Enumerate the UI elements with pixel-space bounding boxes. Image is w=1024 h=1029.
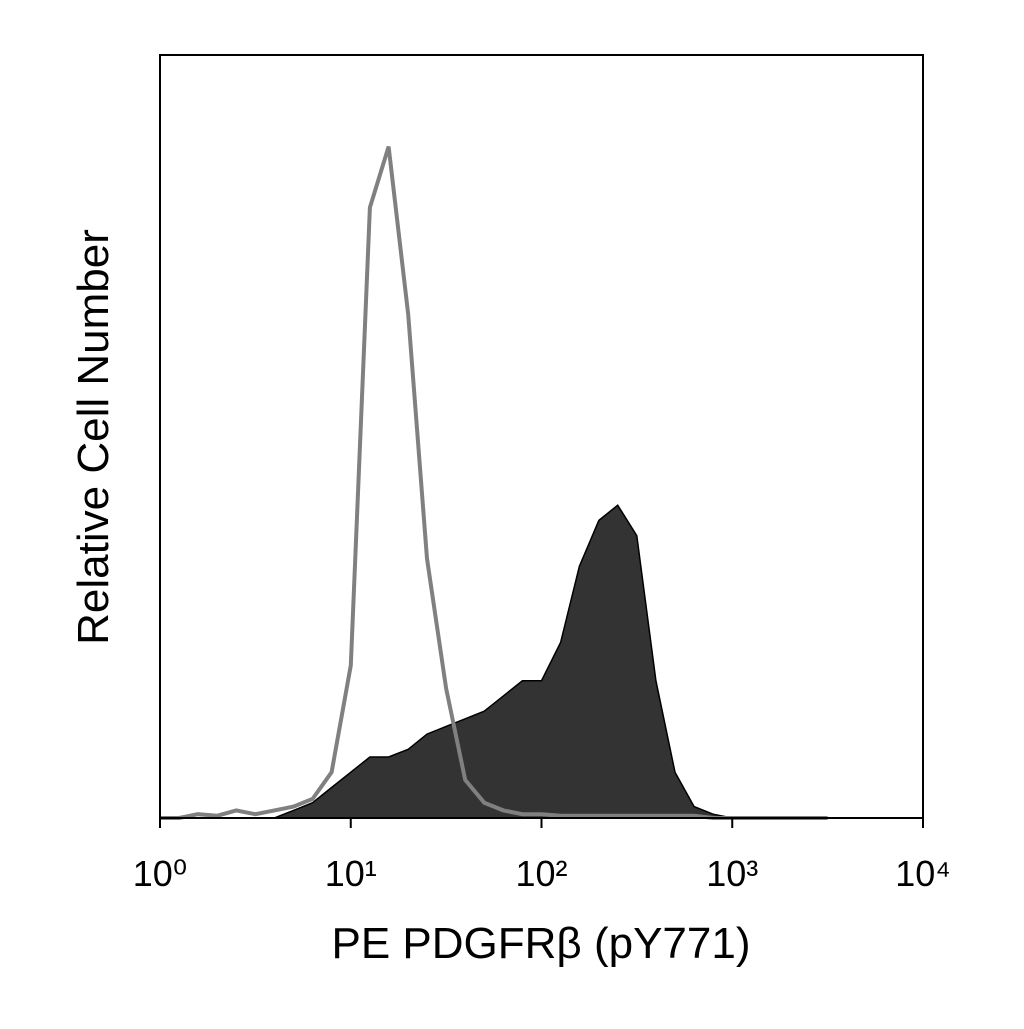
x-tick-label: 10² — [515, 853, 567, 894]
histogram-area — [160, 504, 828, 819]
x-tick-label: 10⁴ — [895, 853, 951, 894]
x-tick-label: 10⁰ — [133, 853, 187, 894]
y-axis-label: Relative Cell Number — [69, 229, 118, 645]
x-tick-label: 10¹ — [325, 853, 377, 894]
x-axis-label: PE PDGFRβ (pY771) — [332, 919, 751, 968]
x-tick-label: 10³ — [706, 853, 758, 894]
